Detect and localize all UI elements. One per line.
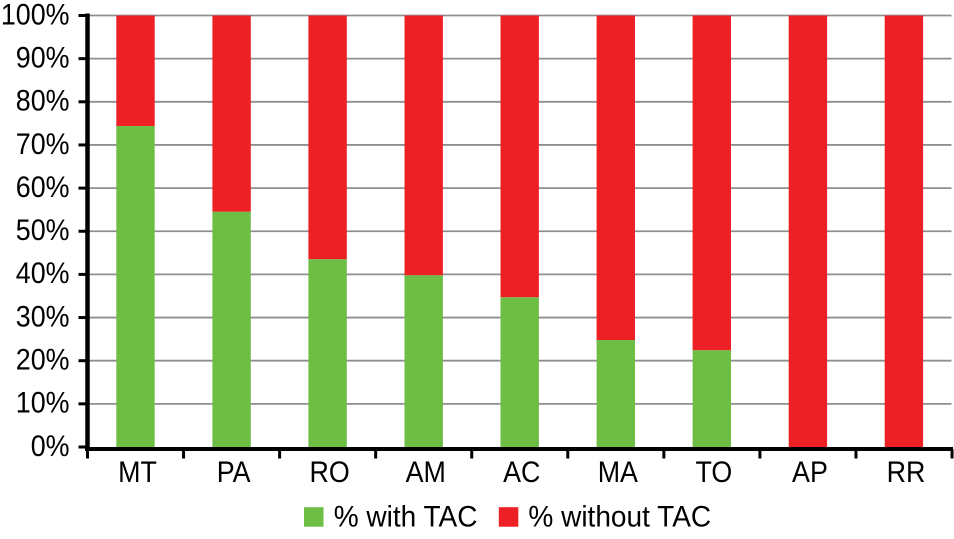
svg-text:0%: 0% <box>31 429 70 462</box>
svg-text:40%: 40% <box>16 256 70 289</box>
svg-text:MA: MA <box>598 455 638 488</box>
svg-text:PA: PA <box>217 455 251 488</box>
svg-text:AP: AP <box>792 455 828 488</box>
svg-text:60%: 60% <box>16 170 70 203</box>
svg-text:TO: TO <box>696 455 733 488</box>
svg-text:90%: 90% <box>16 40 70 73</box>
svg-text:RO: RO <box>310 455 350 488</box>
svg-text:% with TAC: % with TAC <box>334 501 478 534</box>
svg-text:MT: MT <box>118 455 157 488</box>
svg-text:10%: 10% <box>16 385 70 418</box>
svg-text:AC: AC <box>503 455 540 488</box>
svg-text:20%: 20% <box>16 342 70 375</box>
svg-text:50%: 50% <box>16 213 70 246</box>
svg-text:70%: 70% <box>16 127 70 160</box>
svg-text:30%: 30% <box>16 299 70 332</box>
svg-text:100%: 100% <box>1 0 70 31</box>
svg-text:RR: RR <box>887 455 926 488</box>
svg-text:AM: AM <box>406 455 446 488</box>
svg-text:% without TAC: % without TAC <box>528 501 711 534</box>
svg-text:80%: 80% <box>16 83 70 116</box>
